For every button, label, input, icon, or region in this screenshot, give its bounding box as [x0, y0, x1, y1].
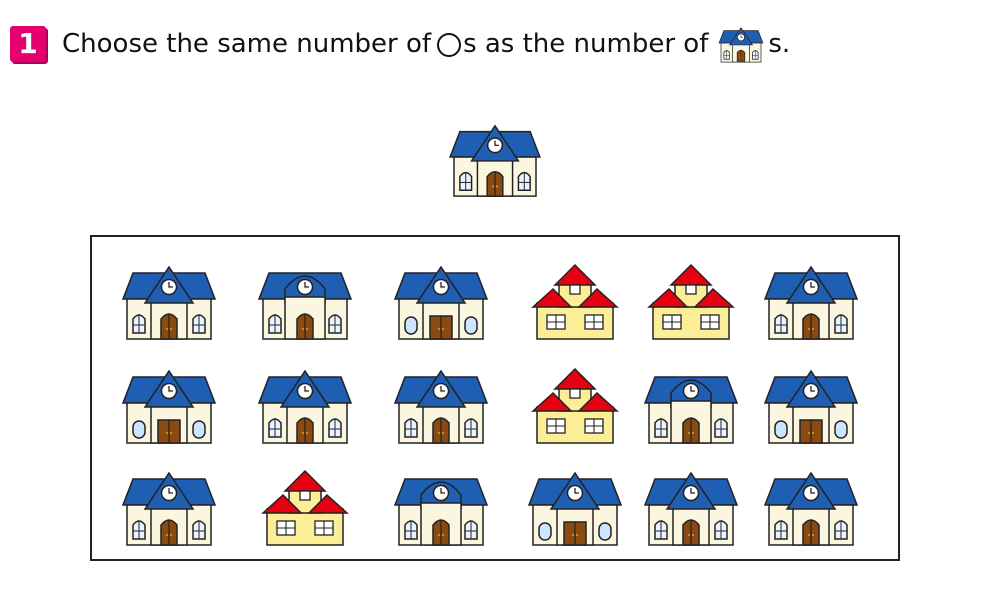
school-building-icon[interactable]: [390, 465, 492, 549]
instruction-text-middle: s as the number of: [463, 29, 709, 59]
school-building-icon[interactable]: [640, 363, 742, 447]
school-building-icon[interactable]: [524, 465, 626, 549]
school-building-icon[interactable]: [254, 259, 356, 343]
school-building-icon[interactable]: [760, 465, 862, 549]
school-building-icon[interactable]: [640, 465, 742, 549]
instruction-text-before: Choose the same number of: [62, 29, 432, 59]
building-grid: [90, 235, 900, 561]
school-building-icon[interactable]: [390, 363, 492, 447]
school-building-icon: [714, 24, 768, 64]
school-building-icon[interactable]: [760, 363, 862, 447]
school-building-icon[interactable]: [118, 363, 220, 447]
circle-icon: [437, 33, 462, 57]
school-building-icon[interactable]: [760, 259, 862, 343]
question-instruction: Choose the same number of s as the numbe…: [62, 22, 790, 66]
sample-school-building: [444, 118, 546, 200]
school-building-icon[interactable]: [118, 259, 220, 343]
yellow-house-icon[interactable]: [524, 363, 626, 447]
school-building-icon[interactable]: [390, 259, 492, 343]
yellow-house-icon[interactable]: [640, 259, 742, 343]
question-number-badge: 1: [10, 26, 46, 62]
school-building-icon[interactable]: [118, 465, 220, 549]
yellow-house-icon[interactable]: [254, 465, 356, 549]
school-building-icon[interactable]: [254, 363, 356, 447]
yellow-house-icon[interactable]: [524, 259, 626, 343]
instruction-text-after: s.: [768, 29, 791, 59]
